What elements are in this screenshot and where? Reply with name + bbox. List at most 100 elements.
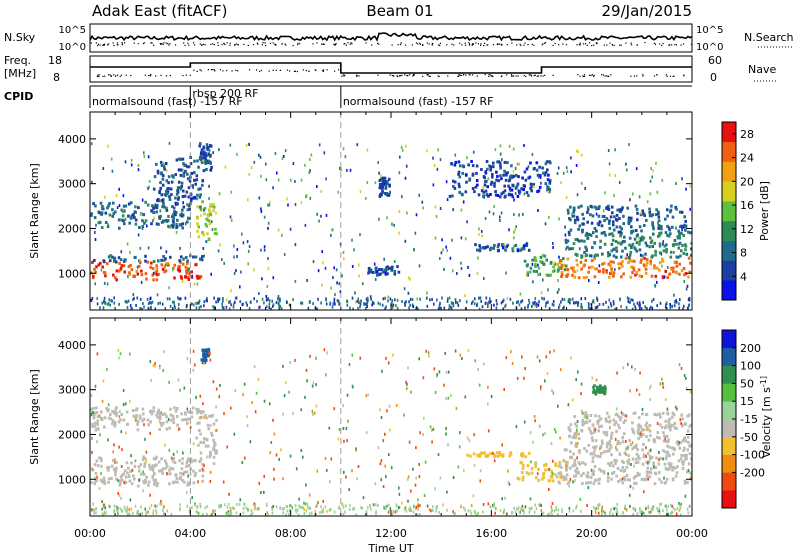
heatmap-cell — [685, 252, 689, 256]
heatmap-cell — [655, 456, 658, 460]
heatmap-cell — [565, 166, 568, 170]
heatmap-cell — [380, 268, 383, 271]
heatmap-cell — [212, 380, 215, 384]
heatmap-cell — [344, 155, 347, 159]
heatmap-cell — [312, 412, 314, 416]
heatmap-cell — [115, 194, 118, 197]
heatmap-cell — [608, 275, 611, 279]
heatmap-cell — [416, 306, 418, 309]
heatmap-cell — [487, 194, 490, 198]
heatmap-cell — [431, 440, 433, 444]
heatmap-cell — [143, 305, 145, 309]
heatmap-cell — [567, 426, 571, 430]
heatmap-cell — [678, 306, 681, 310]
heatmap-cell — [259, 155, 262, 159]
nave-dot — [457, 75, 460, 77]
heatmap-cell — [552, 300, 555, 303]
heatmap-cell — [258, 153, 260, 157]
heatmap-cell — [316, 212, 318, 216]
nave-dot — [525, 75, 527, 78]
heatmap-cell — [515, 173, 518, 177]
heatmap-cell — [241, 232, 243, 236]
heatmap-cell — [573, 474, 576, 478]
heatmap-cell — [230, 303, 232, 307]
heatmap-cell — [268, 402, 271, 406]
heatmap-cell — [389, 428, 391, 432]
heatmap-cell — [681, 177, 683, 181]
heatmap-cell — [135, 304, 137, 307]
heatmap-cell — [505, 356, 508, 360]
heatmap-cell — [161, 200, 165, 204]
heatmap-cell — [273, 432, 276, 436]
heatmap-cell — [164, 162, 168, 165]
heatmap-cell — [215, 232, 218, 236]
heatmap-cell — [682, 454, 686, 458]
heatmap-cell — [91, 424, 94, 428]
nsearch-dot — [593, 44, 595, 46]
heatmap-cell — [464, 508, 466, 512]
heatmap-cell — [566, 245, 569, 249]
heatmap-cell — [188, 464, 191, 467]
nave-dot — [409, 74, 411, 76]
heatmap-cell — [575, 432, 578, 435]
heatmap-cell — [611, 211, 614, 215]
heatmap-cell — [409, 277, 411, 281]
heatmap-cell — [96, 302, 99, 306]
heatmap-cell — [626, 460, 629, 463]
heatmap-cell — [206, 146, 209, 150]
nave-dot — [469, 74, 471, 76]
heatmap-cell — [577, 150, 579, 154]
heatmap-cell — [539, 260, 542, 264]
heatmap-cell — [658, 268, 661, 272]
heatmap-cell — [203, 208, 205, 212]
heatmap-cell — [630, 265, 633, 269]
heatmap-cell — [571, 398, 574, 402]
heatmap-cell — [178, 264, 181, 268]
heatmap-cell — [407, 499, 409, 503]
nsearch-dot — [344, 42, 346, 45]
heatmap-cell — [337, 506, 340, 510]
heatmap-cell — [614, 240, 618, 243]
heatmap-cell — [466, 220, 468, 224]
heatmap-cell — [137, 512, 139, 516]
heatmap-cell — [393, 223, 395, 227]
heatmap-cell — [431, 298, 433, 301]
heatmap-cell — [91, 468, 95, 472]
heatmap-cell — [481, 234, 483, 238]
heatmap-cell — [488, 210, 491, 214]
nsearch-dot — [121, 43, 124, 45]
colorbar-tick-label: 50 — [740, 377, 754, 390]
heatmap-cell — [632, 268, 636, 272]
heatmap-cell — [199, 505, 202, 509]
nave-dot — [610, 74, 612, 76]
nave-dot — [401, 74, 403, 77]
heatmap-cell — [204, 152, 207, 155]
nave-dot — [120, 74, 123, 76]
nave-dot — [484, 74, 486, 76]
heatmap-cell — [568, 506, 571, 510]
heatmap-cell — [613, 507, 616, 511]
heatmap-cell — [176, 423, 179, 427]
heatmap-cell — [595, 267, 598, 271]
heatmap-cell — [263, 248, 266, 252]
heatmap-cell — [675, 471, 679, 475]
heatmap-cell — [196, 229, 199, 233]
heatmap-cell — [638, 248, 642, 252]
nave-dot — [296, 70, 298, 73]
heatmap-cell — [674, 508, 676, 512]
heatmap-cell — [591, 472, 594, 476]
heatmap-cell — [298, 504, 300, 508]
heatmap-cell — [517, 162, 519, 166]
heatmap-cell — [286, 509, 289, 513]
heatmap-cell — [511, 247, 515, 251]
heatmap-cell — [117, 256, 121, 260]
heatmap-cell — [640, 235, 644, 239]
heatmap-cell — [375, 510, 377, 514]
heatmap-cell — [342, 147, 345, 151]
heatmap-cell — [389, 507, 392, 511]
heatmap-cell — [136, 296, 139, 300]
heatmap-cell — [443, 267, 445, 271]
heatmap-cell — [500, 243, 504, 247]
heatmap-cell — [96, 475, 98, 479]
heatmap-cell — [214, 451, 218, 455]
